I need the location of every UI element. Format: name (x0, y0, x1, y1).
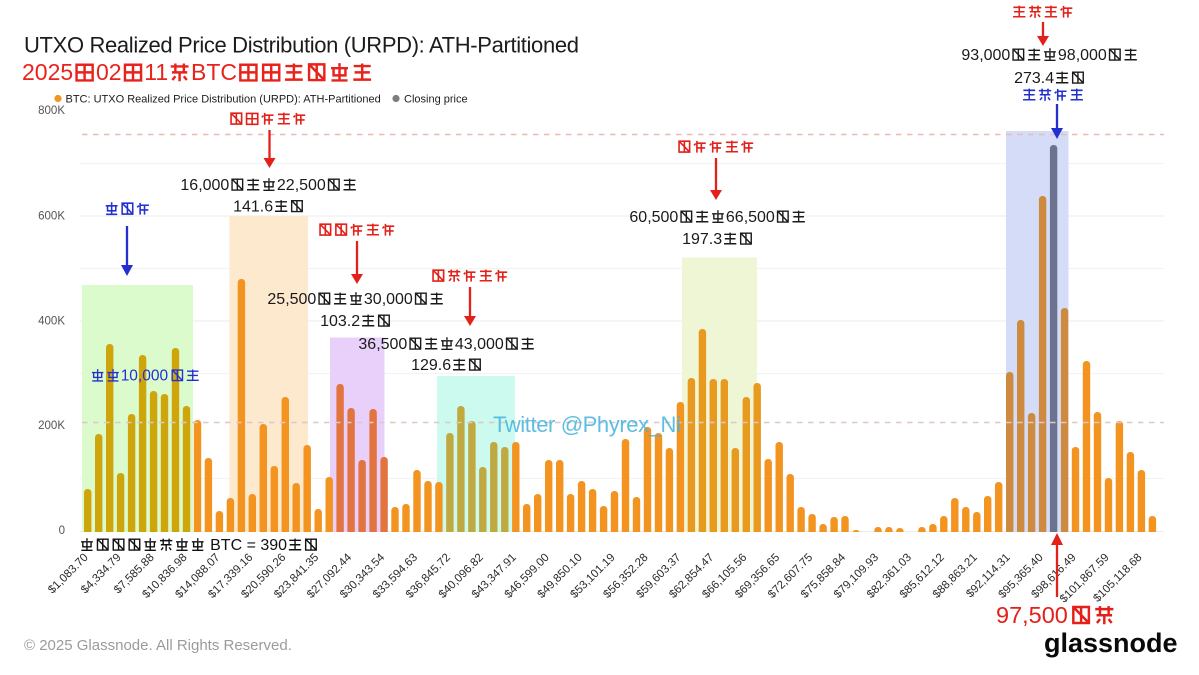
svg-text:141.6: 141.6 (233, 199, 273, 216)
svg-text:36,500: 36,500 (358, 336, 407, 353)
svg-text:800K: 800K (38, 105, 65, 117)
svg-text:43,000: 43,000 (455, 336, 504, 353)
svg-text:129.6: 129.6 (411, 357, 451, 374)
svg-text:glassnode: glassnode (1044, 628, 1178, 658)
svg-text:Closing price: Closing price (404, 94, 468, 106)
svg-text:98,000: 98,000 (1058, 47, 1107, 64)
svg-text:103.2: 103.2 (320, 313, 360, 330)
svg-text:10,000: 10,000 (121, 368, 169, 385)
svg-text:273.4: 273.4 (1014, 70, 1054, 87)
svg-text:197.3: 197.3 (682, 231, 722, 248)
svg-text:66,500: 66,500 (726, 209, 775, 226)
svg-text:60,500: 60,500 (629, 209, 678, 226)
svg-text:25,500: 25,500 (267, 291, 316, 308)
svg-text:BTC: BTC (191, 59, 237, 85)
svg-text:BTC = 390: BTC = 390 (206, 537, 287, 554)
svg-text:0: 0 (59, 525, 65, 537)
svg-text:Twitter @Phyrex_Ni: Twitter @Phyrex_Ni (493, 412, 681, 437)
svg-text:97,500: 97,500 (996, 602, 1068, 628)
svg-text:02: 02 (96, 59, 122, 85)
svg-text:UTXO Realized Price Distributi: UTXO Realized Price Distribution (URPD):… (24, 33, 579, 58)
svg-text:93,000: 93,000 (961, 47, 1010, 64)
svg-text:600K: 600K (38, 211, 65, 223)
svg-text:11: 11 (144, 59, 168, 85)
svg-text:30,000: 30,000 (364, 291, 413, 308)
svg-text:200K: 200K (38, 420, 65, 432)
svg-text:400K: 400K (38, 316, 65, 328)
svg-text:22,500: 22,500 (277, 177, 326, 194)
svg-text:2025: 2025 (22, 59, 73, 85)
svg-text:© 2025 Glassnode. All Rights R: © 2025 Glassnode. All Rights Reserved. (24, 637, 292, 654)
svg-text:BTC: UTXO Realized Price Distr: BTC: UTXO Realized Price Distribution (U… (66, 94, 381, 106)
svg-text:16,000: 16,000 (180, 177, 229, 194)
